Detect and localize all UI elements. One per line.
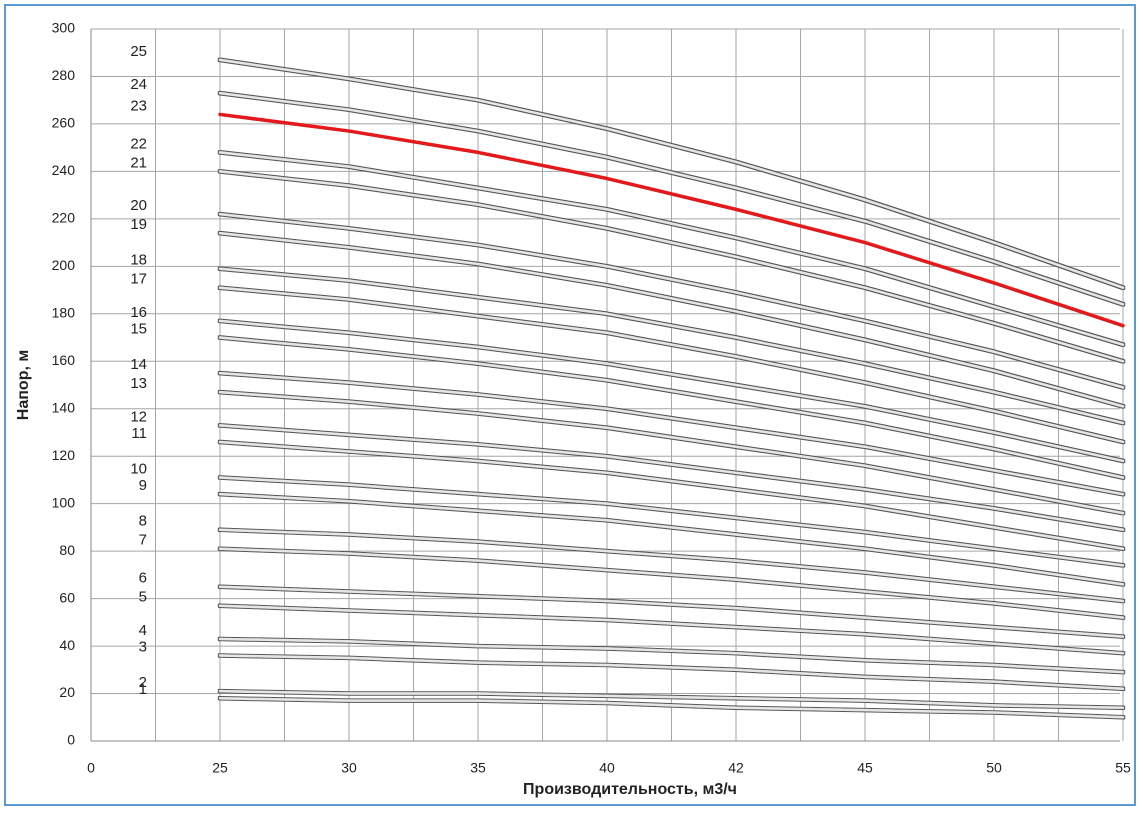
series-line [218,528,1125,603]
series-line [218,585,1125,638]
x-tick-label: 45 [857,760,873,776]
series-label: 15 [130,321,147,338]
y-tick-label: 120 [52,447,76,463]
series-label: 17 [130,271,147,288]
series-line [218,697,1125,719]
series-line [218,336,1125,479]
y-tick-label: 160 [52,352,76,368]
series-line [218,267,1125,425]
series-line [218,637,1125,674]
series-label: 6 [139,570,147,587]
series-line [218,286,1125,444]
series-label: 24 [130,76,147,93]
y-tick-label: 0 [67,732,75,748]
series-line [218,231,1125,408]
series-line [218,604,1125,655]
x-tick-label: 42 [728,760,744,776]
series-line [218,319,1125,463]
y-tick-label: 140 [52,399,76,415]
x-tick-label: 55 [1115,760,1131,776]
series-label: 9 [139,477,147,494]
x-tick-label: 35 [470,760,486,776]
y-tick-label: 180 [52,305,76,321]
series-line [218,112,1125,328]
series-line [218,390,1125,515]
y-tick-label: 80 [59,542,75,558]
x-tick-label: 50 [986,760,1002,776]
series-label: 12 [130,408,147,425]
series-label: 25 [130,43,147,60]
y-tick-label: 200 [52,257,76,273]
y-tick-label: 240 [52,162,76,178]
series-line [218,689,1125,710]
y-tick-label: 60 [59,589,75,605]
y-axis-title: Напор, м [15,350,32,420]
series-label: 2 [139,674,147,691]
series-label: 18 [130,252,147,269]
x-tick-label: 0 [87,760,95,776]
series-label: 11 [131,425,147,442]
y-tick-label: 100 [52,494,76,510]
y-tick-label: 260 [52,115,76,131]
series-label: 23 [130,97,147,114]
series-label: 3 [139,639,147,656]
y-tick-label: 300 [52,20,76,36]
series-label: 4 [139,622,147,639]
series-label: 1 [139,681,147,698]
series-label: 22 [130,135,147,152]
y-tick-label: 280 [52,67,76,83]
series-line [218,371,1125,496]
series-label: 19 [130,216,147,233]
series-label: 7 [139,532,147,549]
series-label: 13 [130,375,147,392]
series-line [218,654,1125,691]
series-line [218,492,1125,586]
series-label: 16 [130,304,147,321]
y-tick-label: 20 [59,684,75,700]
series-line [218,151,1125,346]
series-line [218,212,1125,389]
series-label: 5 [139,589,147,606]
series-line [218,547,1125,619]
series-label: 21 [130,154,147,171]
x-tick-label: 40 [599,760,615,776]
series-line [218,91,1125,306]
frame [4,4,1136,806]
series-line [218,476,1125,567]
series-label: 20 [130,197,147,214]
x-axis-title: Производительность, м3/ч [523,781,737,798]
series-label: 14 [130,356,147,373]
series-line [218,58,1125,289]
series-label: 8 [139,513,147,530]
y-tick-label: 40 [59,637,75,653]
series-line [218,424,1125,532]
series-line [218,440,1125,551]
series-line [218,170,1125,363]
x-tick-label: 25 [212,760,228,776]
y-tick-label: 220 [52,210,76,226]
series-label: 10 [130,461,147,478]
x-tick-label: 30 [341,760,357,776]
